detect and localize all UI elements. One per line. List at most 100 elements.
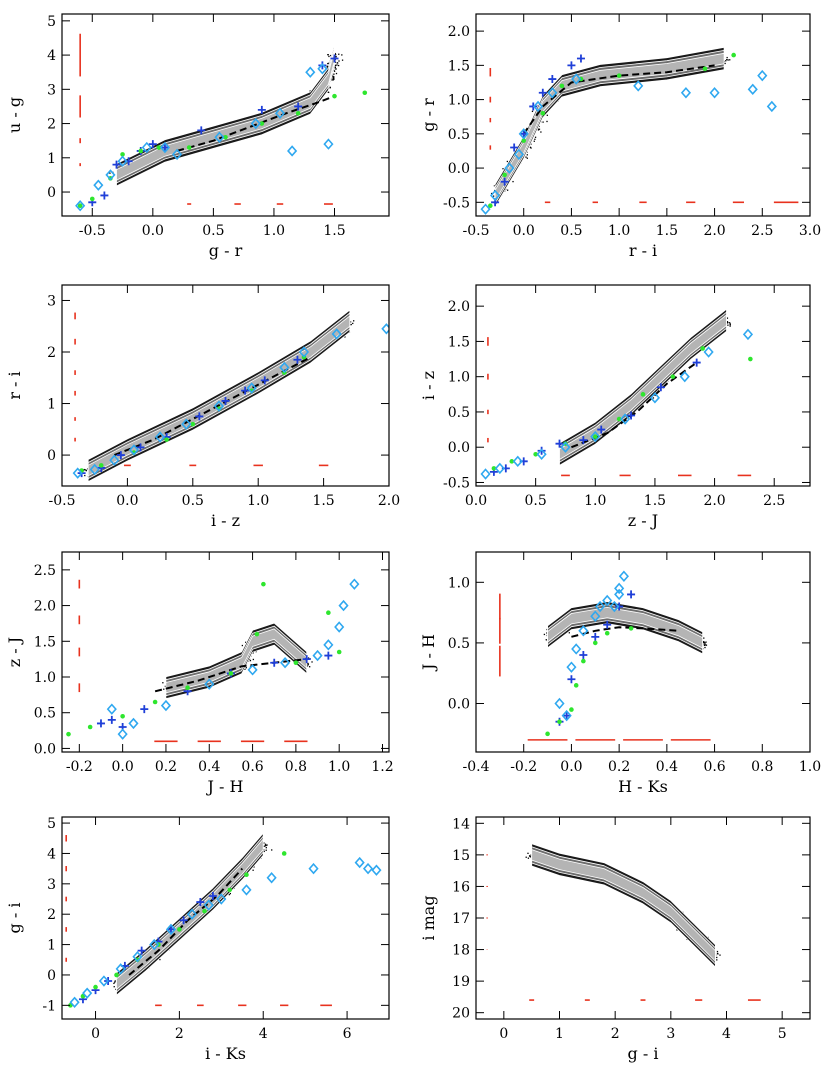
dot-marker (581, 659, 586, 664)
scatter-point (337, 62, 338, 63)
dot-marker (296, 111, 301, 116)
x-tick-label: 0.5 (525, 493, 547, 509)
x-tick-label: 1.0 (799, 759, 821, 775)
dot-marker (569, 707, 574, 712)
diamond-marker (108, 705, 116, 714)
diamond-marker (324, 640, 332, 649)
series-green_dot (545, 626, 633, 736)
x-tick-label: 1.5 (656, 223, 678, 239)
diamond-marker (324, 140, 332, 149)
scatter-point (532, 111, 533, 112)
x-tick-label: 0.2 (155, 759, 177, 775)
diamond-marker (758, 71, 766, 80)
dot-marker (731, 53, 736, 58)
x-tick-label: 0.0 (513, 223, 535, 239)
scatter-point (729, 322, 730, 323)
diamond-marker (340, 601, 348, 610)
scatter-point (542, 121, 543, 122)
scatter-point (333, 78, 334, 79)
diamond-marker (749, 85, 757, 94)
y-tick-label: 0.0 (448, 161, 470, 177)
y-tick-label: 1.5 (448, 58, 470, 74)
scatter-point (159, 959, 160, 960)
diamond-marker (350, 580, 358, 589)
scatter-point (726, 59, 727, 60)
y-tick-label: 0.5 (448, 405, 470, 421)
diamond-marker (615, 590, 623, 599)
plus-marker (567, 675, 575, 683)
x-axis-label: r - i (629, 241, 657, 260)
scatter-point (266, 850, 267, 851)
plot-area (482, 309, 753, 478)
scatter-point (113, 983, 114, 984)
scatter-point (333, 79, 334, 80)
scatter-point (328, 54, 329, 55)
x-tick-label: 0.0 (560, 759, 582, 775)
diamond-marker (249, 665, 257, 674)
scatter-point (341, 54, 342, 55)
scatter-point (507, 161, 508, 162)
x-tick-label: 3.0 (799, 223, 821, 239)
plot-area (500, 572, 711, 740)
dot-marker (187, 145, 192, 150)
plot-area (76, 34, 367, 210)
y-tick-label: 2.0 (448, 24, 470, 40)
dot-marker (229, 671, 234, 676)
x-tick-label: -0.2 (66, 759, 93, 775)
scatter-point (525, 156, 526, 157)
x-tick-label: 2.0 (378, 493, 400, 509)
scatter-point (727, 317, 728, 318)
x-tick-label: 1.5 (644, 493, 666, 509)
scatter-point (333, 73, 334, 74)
diamond-marker (768, 102, 776, 111)
scatter-point (724, 63, 725, 64)
x-tick-label: 1.0 (247, 493, 269, 509)
diamond-marker (572, 644, 580, 653)
dot-marker (541, 111, 546, 116)
y-tick-label: 1.0 (34, 670, 56, 686)
diamond-marker (129, 719, 137, 728)
y-axis-label: g - r (419, 98, 438, 132)
y-tick-label: 2.0 (34, 599, 56, 615)
scatter-point (547, 115, 548, 116)
y-tick-label: 1.0 (448, 575, 470, 591)
scatter-point (704, 645, 705, 646)
x-tick-label: 2.0 (703, 223, 725, 239)
y-tick-label: 2 (47, 117, 56, 133)
y-tick-label: 0.0 (34, 741, 56, 757)
scatter-point (327, 66, 328, 67)
dot-marker (261, 582, 266, 587)
diamond-marker (620, 572, 628, 581)
dot-marker (90, 197, 95, 202)
dot-marker (617, 73, 622, 78)
plus-marker (100, 191, 108, 199)
scatter-point (265, 845, 266, 846)
scatter-point (309, 666, 310, 667)
diamond-marker (482, 470, 490, 479)
scatter-point (725, 60, 726, 61)
scatter-point (338, 54, 339, 55)
x-tick-label: 0.8 (285, 759, 307, 775)
dot-marker (138, 149, 143, 154)
x-tick-label: 0.4 (198, 759, 220, 775)
dot-marker (99, 463, 104, 468)
scatter-point (706, 645, 707, 646)
diamond-marker (705, 348, 713, 357)
scatter-point (653, 397, 654, 398)
x-axis-label: H - Ks (618, 777, 668, 796)
scatter-point (333, 76, 334, 77)
x-tick-label: 0.4 (656, 759, 678, 775)
scatter-point (546, 121, 547, 122)
scatter-point (246, 667, 247, 668)
scatter-point (493, 195, 494, 196)
plus-marker (567, 61, 575, 69)
scatter-point (530, 147, 531, 148)
scatter-point (84, 475, 85, 476)
y-axis-label: i - z (419, 371, 438, 400)
y-tick-label: 1.0 (448, 370, 470, 386)
x-tick-label: -0.4 (463, 759, 490, 775)
y-tick-label: 4 (47, 48, 56, 64)
